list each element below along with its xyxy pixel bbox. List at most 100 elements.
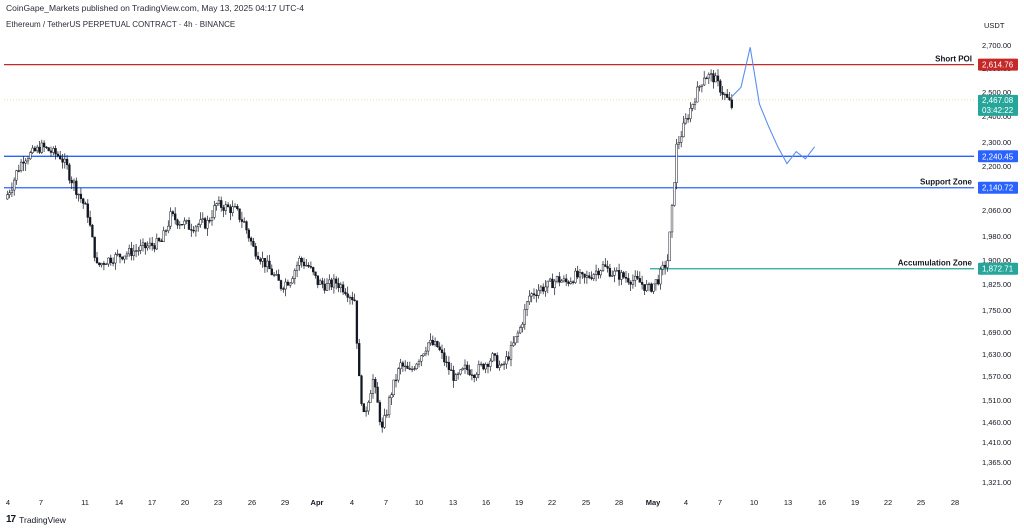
candle-body [192, 229, 195, 232]
x-tick-label: 7 [718, 498, 722, 507]
candle-body [206, 220, 209, 229]
candle-body [29, 152, 32, 160]
x-tick-label: 19 [515, 498, 523, 507]
candle-body [231, 206, 234, 213]
candle-body [528, 295, 531, 303]
candle-body [164, 230, 168, 232]
candle-body [187, 220, 191, 230]
candle-body [233, 206, 237, 208]
candle-body [378, 402, 382, 423]
x-tick-label: 23 [214, 498, 222, 507]
candle-body [174, 213, 177, 221]
candle-body [157, 238, 161, 242]
candle-body [263, 258, 267, 268]
x-tick-label: 22 [548, 498, 556, 507]
candle-body [49, 150, 53, 153]
candle-body [348, 296, 352, 299]
candle-body [341, 284, 345, 293]
candle-body [295, 264, 299, 271]
candle-body [141, 242, 145, 246]
last-price-tag [978, 94, 1018, 116]
candle-body [19, 161, 23, 172]
candle-body [597, 270, 600, 276]
candle-body [243, 221, 246, 223]
candle-body [160, 240, 163, 242]
candle-body [521, 323, 524, 328]
candle-body [721, 92, 724, 95]
candle-body [544, 286, 547, 292]
candle-body [422, 353, 425, 356]
candle-body [560, 280, 563, 283]
candle-body [362, 403, 365, 413]
x-tick-label: 4 [6, 498, 10, 507]
candle-body [657, 279, 660, 285]
symbol-title[interactable]: Ethereum / TetherUS PERPETUAL CONTRACT ·… [6, 20, 236, 29]
candle-body [26, 158, 30, 162]
candle-body [178, 224, 181, 226]
level-price-tag [978, 58, 1018, 71]
candle-body [555, 276, 559, 282]
candle-body [594, 270, 598, 275]
candle-body [712, 73, 715, 83]
candle-body [516, 332, 520, 337]
candle-body [634, 275, 637, 281]
candle-body [477, 364, 480, 375]
candle-body [318, 280, 322, 285]
candle-body [215, 203, 218, 206]
candle-body [121, 256, 124, 260]
candle-body [433, 341, 437, 346]
candle-body [677, 142, 681, 145]
candle-body [709, 73, 713, 75]
candle-body [367, 402, 370, 412]
candle-body [429, 339, 432, 344]
candle-body [466, 364, 469, 371]
candle-body [8, 192, 11, 195]
candle-body [183, 220, 186, 225]
y-tick-label: 1,321.00 [982, 478, 1011, 487]
candle-body [436, 341, 439, 348]
y-tick-label: 1,460.00 [982, 418, 1011, 427]
candle-body [565, 278, 568, 283]
candle-body [332, 278, 336, 288]
tradingview-brand[interactable]: 17 TradingView [6, 514, 66, 525]
candle-body [293, 270, 296, 279]
tradingview-brand-label: TradingView [19, 514, 66, 525]
candle-body [31, 147, 34, 153]
candle-body [498, 364, 501, 368]
candle-body [279, 280, 283, 289]
candle-body [245, 221, 248, 231]
candle-body [622, 272, 625, 278]
x-tick-label: May [646, 498, 661, 507]
candle-body [537, 290, 540, 296]
candle-body [275, 274, 278, 276]
candle-body [213, 205, 216, 218]
candle-body [551, 278, 554, 289]
x-tick-label: 28 [615, 498, 623, 507]
level-price-tag [978, 150, 1018, 163]
candle-body [33, 147, 37, 152]
candle-body [151, 242, 154, 246]
candle-body [70, 179, 73, 184]
candle-body [132, 250, 135, 256]
candle-body [56, 153, 60, 156]
candle-body [631, 279, 635, 285]
candle-body [397, 368, 400, 381]
candle-body [68, 164, 71, 181]
candle-body [105, 263, 108, 266]
candle-body [155, 238, 158, 250]
y-tick-label: 1,900.00 [982, 256, 1011, 265]
candle-body [606, 266, 609, 269]
candle-body [663, 264, 667, 268]
x-tick-label: 16 [482, 498, 490, 507]
candle-body [431, 339, 434, 346]
candle-body [645, 284, 648, 291]
candle-body [519, 327, 522, 334]
y-tick-label: 2,700.00 [982, 41, 1011, 50]
candle-body [410, 368, 414, 371]
x-tick-label: 14 [115, 498, 123, 507]
candle-body [443, 352, 446, 363]
candle-body [705, 77, 708, 80]
candle-body [542, 286, 545, 292]
candle-body [707, 74, 710, 79]
